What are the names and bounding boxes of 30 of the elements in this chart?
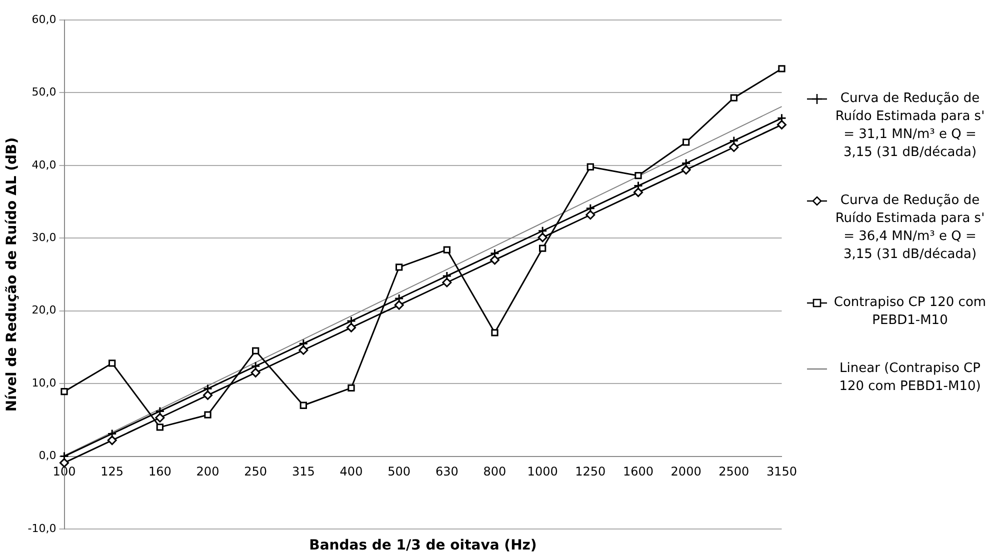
x-tick-label: 3150 — [766, 464, 798, 479]
x-tick-label: 200 — [196, 464, 220, 479]
x-tick-label: 160 — [148, 464, 172, 479]
legend-label: Linear (Contrapiso CP 120 com PEBD1-M10) — [838, 360, 982, 396]
legend-label: Curva de Redução de Ruído Estimada para s' = 36,4 MN/m³ e Q = 3,15 (31 dB/década) — [834, 192, 986, 264]
x-tick-label: 500 — [388, 464, 411, 479]
x-tick-label: 1600 — [622, 464, 654, 479]
x-tick-label: 630 — [435, 464, 458, 479]
y-axis-title: Nível de Redução de Ruído ΔL (dB) — [4, 137, 20, 412]
x-tick-label: 800 — [483, 464, 506, 479]
y-tick-label: 0,0 — [38, 449, 56, 462]
x-tick-label: 400 — [340, 464, 363, 479]
legend-label: Contrapiso CP 120 com PEBD1-M10 — [832, 294, 988, 330]
x-tick-label: 1000 — [527, 464, 558, 479]
x-tick-label: 315 — [292, 464, 315, 479]
x-tick-label: 250 — [244, 464, 268, 479]
y-tick-label: 60,0 — [32, 12, 56, 26]
y-tick-label: 10,0 — [32, 376, 56, 390]
x-tick-label: 2500 — [718, 464, 750, 479]
x-tick-label: 100 — [52, 464, 76, 479]
x-tick-label: 125 — [100, 464, 124, 479]
y-tick-label: 30,0 — [32, 231, 56, 244]
x-tick-label: 1250 — [575, 464, 606, 479]
legend-label: Curva de Redução de Ruído Estimada para s' = 31,1 MN/m³ e Q = 3,15 (31 dB/década) — [834, 90, 986, 162]
x-tick-label: 2000 — [670, 464, 702, 479]
y-tick-label: -10,0 — [28, 522, 56, 535]
x-axis-title: Bandas de 1/3 de oitava (Hz) — [309, 538, 537, 554]
y-tick-label: 40,0 — [32, 158, 56, 172]
y-tick-label: 20,0 — [32, 304, 56, 317]
y-tick-label: 50,0 — [32, 86, 56, 99]
